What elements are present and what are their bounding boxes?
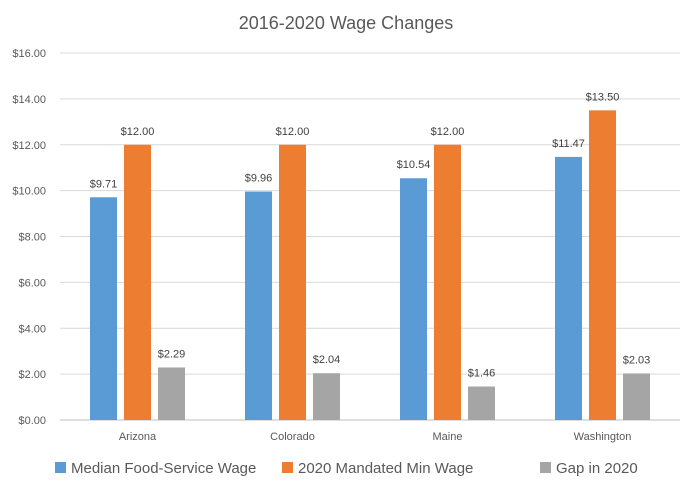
y-tick-label: $6.00: [18, 277, 46, 289]
legend: Median Food-Service Wage 2020 Mandated Mi…: [55, 460, 638, 477]
bar: [555, 156, 582, 421]
legend-swatch: [55, 462, 66, 473]
legend-entry: 2020 Mandated Min Wage: [298, 460, 473, 477]
bar: [589, 110, 616, 420]
bar: [279, 144, 306, 420]
y-tick-label: $8.00: [18, 232, 46, 244]
x-category-label: Arizona: [119, 431, 157, 443]
y-tick-label: $14.00: [12, 94, 46, 106]
data-label: $1.46: [468, 368, 496, 380]
bars: [90, 110, 650, 421]
bar: [313, 373, 340, 420]
bar: [623, 373, 650, 420]
gridlines: [60, 52, 680, 421]
data-label: $9.71: [90, 178, 118, 190]
legend-entry: Gap in 2020: [556, 460, 638, 477]
bar: [90, 197, 117, 420]
bar: [400, 178, 427, 420]
x-category-label: Washington: [574, 431, 632, 443]
data-label: $13.50: [586, 91, 620, 103]
data-label: $2.04: [313, 354, 341, 366]
y-tick-label: $16.00: [12, 48, 46, 60]
y-axis-ticks: $0.00 $2.00 $4.00 $6.00 $8.00 $10.00 $12.00 $14…: [12, 48, 46, 427]
x-category-label: Colorado: [270, 431, 315, 443]
bar: [434, 144, 461, 420]
legend-swatch: [540, 462, 551, 473]
x-category-label: Maine: [433, 431, 463, 443]
bar: [158, 367, 185, 420]
data-label: $9.96: [245, 173, 273, 185]
data-label: $12.00: [276, 126, 310, 138]
data-label: $12.00: [121, 126, 155, 138]
y-tick-label: $2.00: [18, 369, 46, 381]
bar: [468, 386, 495, 420]
data-label: $12.00: [431, 126, 465, 138]
x-axis-categories: Arizona Colorado Maine Washington: [119, 431, 631, 443]
data-label: $10.54: [397, 159, 431, 171]
data-label: $11.47: [552, 138, 585, 150]
data-labels: $9.71 $12.00 $2.29 $9.96 $12.00 $2.04 $10.54 $1…: [90, 91, 651, 379]
chart-title: 2016-2020 Wage Changes: [239, 13, 454, 33]
bar: [245, 191, 272, 420]
legend-entry: Median Food-Service Wage: [71, 460, 256, 477]
y-tick-label: $0.00: [18, 415, 46, 427]
y-tick-label: $4.00: [18, 323, 46, 335]
bar: [124, 144, 151, 420]
data-label: $2.03: [623, 354, 651, 366]
legend-swatch: [282, 462, 293, 473]
y-tick-label: $10.00: [12, 186, 46, 198]
y-tick-label: $12.00: [12, 140, 46, 152]
data-label: $2.29: [158, 348, 186, 360]
